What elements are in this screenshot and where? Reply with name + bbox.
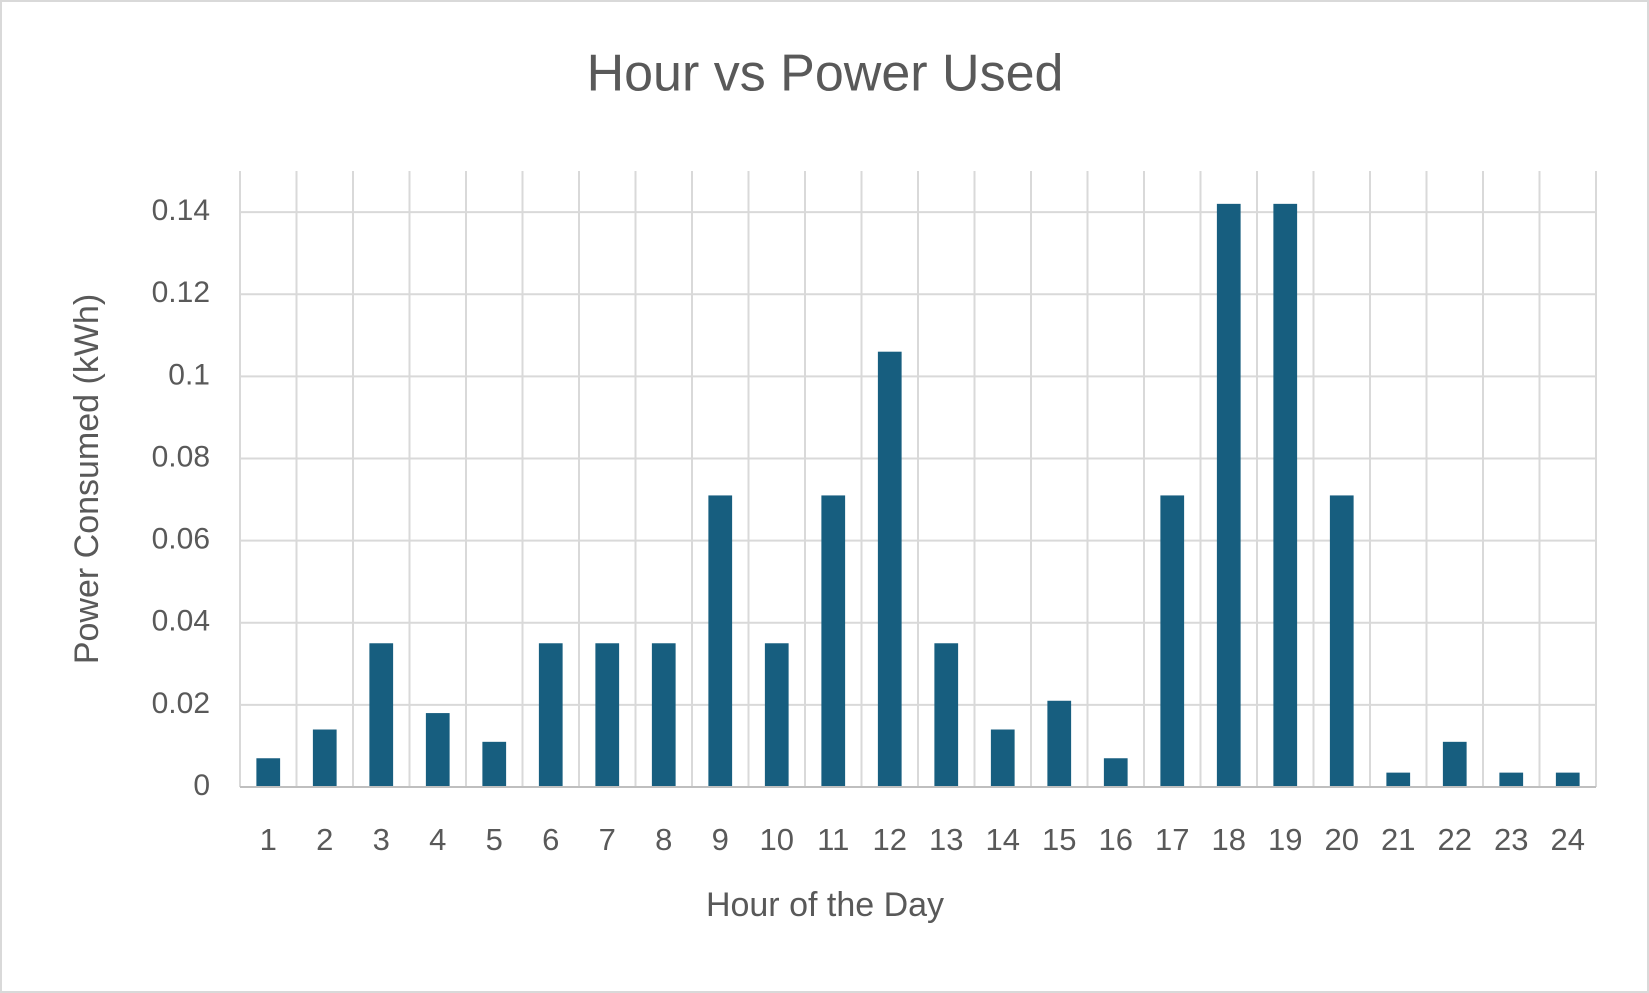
x-tick-label: 18: [1212, 822, 1246, 857]
x-tick-label: 21: [1381, 822, 1415, 857]
bar: [1329, 495, 1354, 787]
bar: [651, 643, 676, 787]
bar: [1103, 758, 1128, 787]
bar: [369, 643, 394, 787]
x-tick-label: 23: [1494, 822, 1528, 857]
x-tick-label: 8: [655, 822, 672, 857]
x-tick-label: 2: [316, 822, 333, 857]
bar: [934, 643, 959, 787]
bar: [877, 351, 902, 787]
bar: [1216, 203, 1241, 787]
x-tick-label: 19: [1268, 822, 1302, 857]
x-tick-label: 24: [1551, 822, 1585, 857]
x-tick-label: 11: [817, 822, 849, 857]
y-tick-label: 0.02: [152, 687, 210, 720]
x-tick-label: 20: [1325, 822, 1359, 857]
x-tick-label: 15: [1042, 822, 1076, 857]
x-tick-label: 5: [486, 822, 503, 857]
bar: [1273, 203, 1298, 787]
y-tick-label: 0.1: [168, 358, 210, 391]
x-tick-label: 12: [873, 822, 907, 857]
bar: [1047, 700, 1072, 787]
chart-title: Hour vs Power Used: [587, 45, 1064, 103]
bar: [821, 495, 846, 787]
y-axis-label: Power Consumed (kWh): [68, 294, 106, 664]
x-axis-label: Hour of the Day: [706, 886, 944, 924]
bar: [595, 643, 620, 787]
x-tick-label: 22: [1438, 822, 1472, 857]
y-tick-label: 0: [193, 769, 210, 802]
bar: [312, 729, 337, 787]
x-tick-label: 6: [542, 822, 559, 857]
bar: [764, 643, 789, 787]
x-tick-label: 3: [373, 822, 390, 857]
x-tick-label: 9: [712, 822, 729, 857]
x-tick-label: 4: [429, 822, 446, 857]
bar: [1160, 495, 1185, 787]
bar: [538, 643, 563, 787]
x-tick-label: 14: [986, 822, 1020, 857]
y-tick-label: 0.08: [152, 440, 210, 473]
bar: [1442, 741, 1467, 787]
bar: [990, 729, 1015, 787]
bar: [708, 495, 733, 787]
y-tick-label: 0.06: [152, 523, 210, 556]
x-tick-label: 1: [260, 822, 277, 857]
x-tick-label: 16: [1099, 822, 1133, 857]
x-tick-label: 7: [599, 822, 616, 857]
x-tick-label: 13: [929, 822, 963, 857]
bar: [1555, 772, 1580, 787]
y-tick-label: 0.14: [152, 194, 210, 227]
bar: [482, 741, 507, 787]
x-tick-label: 10: [760, 822, 794, 857]
bar: [425, 713, 450, 787]
y-tick-label: 0.12: [152, 276, 210, 309]
bar: [256, 758, 281, 787]
y-tick-label: 0.04: [152, 605, 210, 638]
x-tick-label: 17: [1155, 822, 1189, 857]
bar: [1386, 772, 1411, 787]
bar: [1499, 772, 1524, 787]
